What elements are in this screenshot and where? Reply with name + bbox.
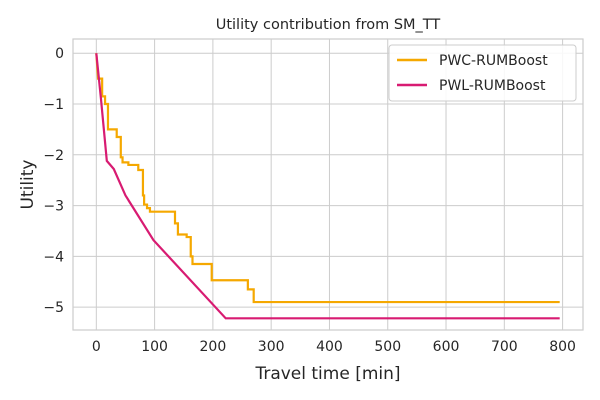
x-tick-label: 400 bbox=[316, 339, 343, 355]
legend: PWC-RUMBoost PWL-RUMBoost bbox=[388, 44, 577, 102]
x-tick-label: 800 bbox=[549, 339, 576, 355]
series-lines bbox=[95, 53, 560, 320]
legend-box bbox=[388, 44, 577, 102]
y-tick-label: 0 bbox=[55, 46, 64, 62]
tick-labels: 0 100 200 300 400 500 600 700 800 0 −1 −2 −3 −4 −5 bbox=[43, 46, 576, 355]
x-tick-label: 0 bbox=[92, 339, 101, 355]
x-tick-label: 700 bbox=[491, 339, 518, 355]
x-tick-label: 600 bbox=[433, 339, 460, 355]
y-axis-label: Utility bbox=[18, 159, 38, 209]
y-tick-label: −4 bbox=[43, 249, 64, 265]
series-line-1 bbox=[95, 53, 560, 304]
x-tick-label: 300 bbox=[258, 339, 285, 355]
y-tick-label: −2 bbox=[43, 148, 64, 164]
x-tick-label: 200 bbox=[200, 339, 227, 355]
legend-label-1: PWC-RUMBoost bbox=[439, 53, 548, 69]
legend-label-2: PWL-RUMBoost bbox=[439, 78, 546, 94]
x-axis-label: Travel time [min] bbox=[254, 364, 400, 384]
y-tick-label: −5 bbox=[43, 300, 64, 316]
y-tick-label: −3 bbox=[43, 199, 64, 215]
y-tick-label: −1 bbox=[43, 97, 64, 113]
x-tick-label: 500 bbox=[374, 339, 401, 355]
chart-title: Utility contribution from SM_TT bbox=[216, 17, 441, 33]
x-tick-label: 100 bbox=[141, 339, 168, 355]
plot-frame bbox=[72, 38, 584, 331]
series-line-2 bbox=[95, 53, 560, 320]
